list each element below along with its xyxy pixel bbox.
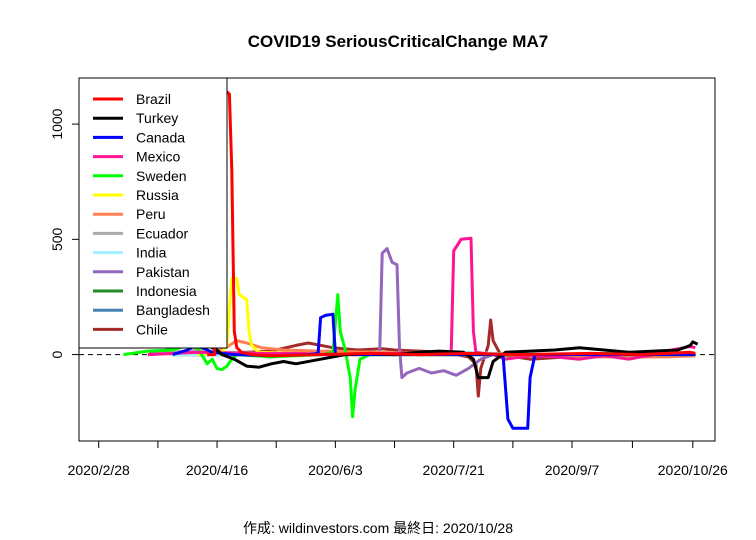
x-tick-label: 2020/6/3	[308, 462, 363, 478]
footer-credit: 作成: wildinvestors.com 最終日: 2020/10/28	[243, 520, 513, 536]
legend-label-chile: Chile	[136, 321, 168, 337]
legend-label-sweden: Sweden	[136, 168, 187, 184]
y-tick-label: 500	[49, 227, 65, 251]
y-tick-label: 1000	[49, 108, 65, 139]
series-line-russia	[197, 277, 696, 357]
legend-label-mexico: Mexico	[136, 149, 181, 165]
legend-label-brazil: Brazil	[136, 91, 171, 107]
chart-title: COVID19 SeriousCriticalChange MA7	[248, 32, 548, 51]
x-tick-label: 2020/7/21	[423, 462, 485, 478]
axes: 0 500 1000 2020/2/28 2020/4/16 2020/6/3 2020/7…	[49, 108, 728, 478]
legend-label-india: India	[136, 245, 167, 261]
series-group	[123, 90, 699, 430]
x-tick-label: 2020/10/26	[658, 462, 728, 478]
legend-label-indonesia: Indonesia	[136, 283, 197, 299]
legend-label-peru: Peru	[136, 206, 166, 222]
x-tick-label: 2020/9/7	[545, 462, 600, 478]
legend-label-turkey: Turkey	[136, 110, 178, 126]
series-line-turkey	[181, 319, 699, 380]
x-tick-label: 2020/2/28	[68, 462, 130, 478]
legend-label-russia: Russia	[136, 187, 179, 203]
legend-label-bangladesh: Bangladesh	[136, 302, 210, 318]
x-tick-label: 2020/4/16	[186, 462, 248, 478]
legend-label-pakistan: Pakistan	[136, 264, 190, 280]
legend: Brazil Turkey Canada Mexico Sweden Russia Peru…	[78, 77, 228, 349]
y-tick-label: 0	[49, 350, 65, 358]
series-line-canada	[172, 312, 696, 430]
legend-label-canada: Canada	[136, 129, 185, 145]
legend-label-ecuador: Ecuador	[136, 225, 188, 241]
